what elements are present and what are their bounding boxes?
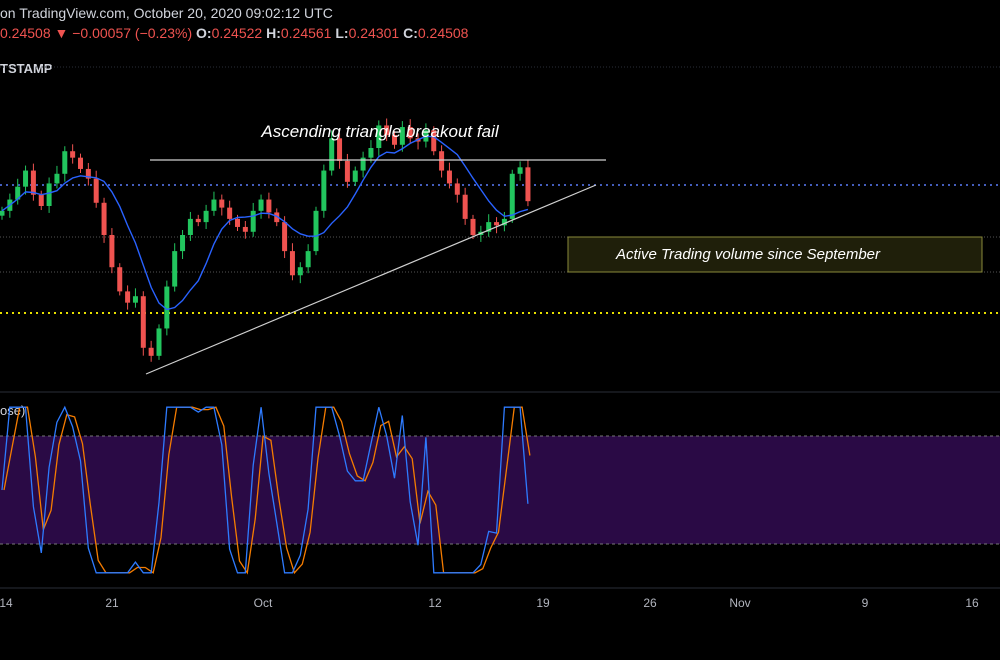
- candle-body: [337, 138, 343, 161]
- candle-body: [392, 135, 397, 145]
- x-tick-label: 9: [862, 596, 869, 610]
- candle-body: [219, 199, 225, 208]
- candle-body: [164, 286, 170, 329]
- candle-body: [258, 199, 264, 211]
- candle-body: [30, 170, 36, 195]
- candle-body: [376, 125, 382, 148]
- candle-body: [360, 157, 366, 171]
- candle-body: [431, 130, 437, 152]
- candle-body: [344, 160, 350, 182]
- candle-body: [38, 194, 44, 206]
- x-tick-label: Oct: [254, 596, 273, 610]
- candle-body: [180, 235, 186, 252]
- candle-body: [195, 218, 201, 223]
- candle-body: [517, 167, 523, 174]
- candle-body: [384, 125, 390, 136]
- candle-body: [289, 251, 295, 276]
- high-value: 0.24561: [280, 25, 332, 41]
- x-tick-label: Nov: [729, 596, 750, 610]
- moving-average-line: [1, 135, 529, 311]
- candle-body: [140, 296, 146, 348]
- candle-body: [203, 210, 209, 223]
- candle-body: [470, 218, 476, 235]
- candle-body: [156, 328, 162, 356]
- x-tick-label: 21: [105, 596, 119, 610]
- candle-body: [321, 170, 327, 211]
- candle-body: [352, 170, 358, 182]
- candle-body: [494, 222, 500, 226]
- price-change: −0.00057 (−0.23%): [72, 25, 193, 41]
- low-value: 0.24301: [348, 25, 400, 41]
- candle-body: [274, 212, 280, 223]
- volume-annotation-box: [567, 236, 983, 273]
- candle-body: [0, 210, 5, 216]
- candle-body: [329, 138, 335, 171]
- candle-body: [242, 226, 248, 232]
- high-label: H:: [266, 25, 281, 41]
- open-value: 0.24522: [211, 25, 263, 41]
- candle-body: [462, 194, 468, 219]
- x-tick-label: 14: [0, 596, 13, 610]
- candle-body: [70, 151, 76, 158]
- open-label: O:: [196, 25, 212, 41]
- candle-body: [148, 347, 154, 356]
- candles: [0, 118, 531, 362]
- candle-body: [125, 291, 131, 303]
- oscillator-band: [0, 436, 1000, 544]
- candle-body: [117, 267, 123, 292]
- candle-body: [93, 178, 99, 203]
- candle-body: [399, 127, 405, 145]
- candle-body: [62, 151, 68, 174]
- exchange-label: TSTAMP: [0, 61, 53, 76]
- candle-body: [368, 148, 374, 158]
- header-title: on TradingView.com, October 20, 2020 09:…: [0, 5, 333, 21]
- down-arrow-icon: ▼: [54, 25, 69, 41]
- candle-body: [407, 127, 413, 139]
- candle-body: [305, 251, 311, 268]
- close-value: 0.24508: [417, 25, 469, 41]
- candle-body: [211, 199, 217, 211]
- stoch-k-line: [1, 405, 529, 574]
- close-label: C:: [403, 25, 418, 41]
- x-tick-label: 12: [428, 596, 442, 610]
- candle-body: [486, 222, 492, 232]
- header-ohlc: 0.24508 ▼ −0.00057 (−0.23%) O:0.24522 H:…: [0, 25, 468, 41]
- candle-body: [525, 167, 531, 202]
- stoch-d-line: [3, 406, 531, 575]
- candle-body: [446, 170, 452, 184]
- candle-body: [297, 267, 303, 276]
- volume-annotation-text: Active Trading volume since September: [615, 246, 881, 263]
- candle-body: [109, 235, 115, 268]
- candle-body: [172, 251, 178, 287]
- x-tick-label: 19: [536, 596, 550, 610]
- candle-body: [266, 199, 272, 213]
- last-price: 0.24508: [0, 25, 51, 41]
- candle-body: [509, 173, 515, 219]
- candle-body: [439, 151, 445, 171]
- candle-body: [227, 207, 233, 219]
- candle-body: [313, 210, 319, 252]
- candle-body: [101, 202, 107, 235]
- x-tick-label: 26: [643, 596, 657, 610]
- triangle-support-trendline: [145, 184, 597, 375]
- candle-body: [54, 173, 60, 184]
- x-tick-label: 16: [965, 596, 979, 610]
- candle-body: [501, 218, 507, 226]
- candle-body: [15, 186, 21, 200]
- candle-body: [78, 157, 83, 169]
- triangle-annotation: Ascending triangle breakout fail: [260, 122, 499, 141]
- candle-body: [235, 218, 240, 227]
- candle-body: [282, 222, 288, 252]
- candle-body: [85, 168, 91, 179]
- candle-body: [23, 170, 29, 187]
- candle-body: [46, 183, 52, 206]
- candle-body: [454, 183, 460, 195]
- candle-body: [250, 210, 256, 232]
- low-label: L:: [335, 25, 349, 41]
- chart-header: on TradingView.com, October 20, 2020 09:…: [0, 0, 1000, 48]
- candle-body: [132, 296, 138, 303]
- candle-body: [187, 218, 193, 235]
